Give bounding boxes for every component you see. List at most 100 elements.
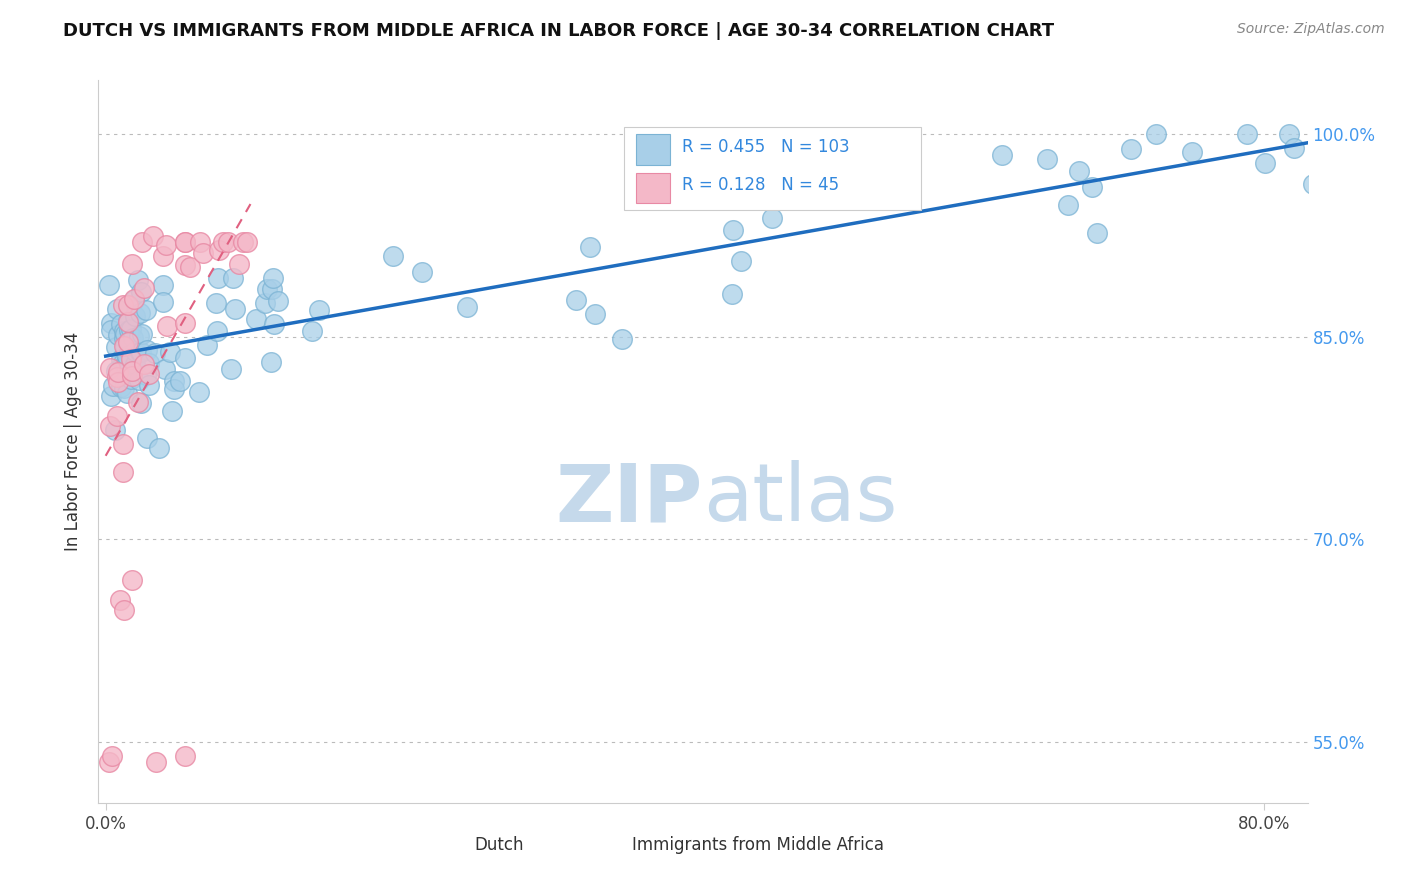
Point (124, 309, 146, 323)
Point (1085, 226, 1108, 240)
Point (212, 235, 235, 250)
Point (107, 328, 129, 343)
Point (117, 385, 139, 400)
Point (114, 339, 136, 353)
Point (173, 258, 195, 272)
Point (120, 372, 142, 386)
Point (195, 338, 218, 352)
Point (124, 357, 146, 371)
Point (100, 748, 122, 763)
Text: atlas: atlas (703, 460, 897, 539)
Point (179, 260, 201, 275)
Point (260, 355, 283, 369)
Point (114, 327, 136, 342)
Point (121, 364, 143, 378)
Text: R = 0.455   N = 103: R = 0.455 N = 103 (682, 137, 851, 155)
Point (174, 316, 197, 330)
Point (1144, 128, 1167, 142)
Point (205, 296, 228, 310)
Point (100, 389, 122, 403)
Point (188, 385, 211, 400)
Point (127, 394, 149, 409)
Point (138, 378, 160, 392)
Point (207, 243, 229, 257)
Point (254, 296, 277, 310)
Point (152, 295, 174, 310)
Point (262, 270, 284, 285)
Y-axis label: In Labor Force | Age 30-34: In Labor Force | Age 30-34 (65, 332, 83, 551)
Point (132, 357, 155, 371)
Point (579, 240, 602, 254)
Point (110, 317, 132, 331)
Point (1067, 164, 1090, 178)
FancyBboxPatch shape (600, 835, 621, 855)
Text: DUTCH VS IMMIGRANTS FROM MIDDLE AFRICA IN LABOR FORCE | AGE 30-34 CORRELATION CH: DUTCH VS IMMIGRANTS FROM MIDDLE AFRICA I… (63, 22, 1054, 40)
Point (188, 235, 211, 250)
Point (122, 293, 145, 307)
Point (115, 366, 138, 380)
Point (129, 395, 152, 409)
Point (117, 334, 139, 349)
Point (235, 235, 257, 250)
Point (1119, 142, 1142, 156)
Point (219, 362, 242, 376)
Point (114, 338, 136, 352)
Point (112, 356, 135, 370)
Point (761, 211, 783, 225)
Point (723, 222, 745, 236)
Point (128, 344, 150, 359)
Point (124, 359, 146, 373)
Point (112, 331, 135, 345)
FancyBboxPatch shape (443, 835, 465, 855)
Point (114, 324, 136, 338)
Point (129, 285, 152, 300)
Point (120, 352, 142, 367)
Point (143, 345, 166, 359)
Point (207, 324, 229, 338)
Point (1057, 197, 1080, 211)
Point (98, 756, 121, 770)
Point (217, 235, 239, 250)
Point (117, 314, 139, 328)
Point (104, 423, 127, 437)
Point (174, 235, 197, 250)
Point (115, 349, 138, 363)
Point (117, 315, 139, 329)
Point (121, 257, 143, 271)
Point (222, 271, 245, 285)
Point (612, 332, 634, 346)
Point (131, 345, 153, 359)
Point (160, 404, 183, 418)
Point (266, 294, 288, 309)
Text: Dutch: Dutch (474, 836, 524, 854)
Point (159, 345, 181, 359)
Point (112, 602, 135, 616)
Point (191, 245, 214, 260)
Point (1278, 128, 1301, 142)
Point (564, 293, 586, 307)
Point (128, 329, 150, 343)
Point (114, 358, 136, 372)
Point (121, 369, 143, 384)
Point (110, 593, 132, 607)
Point (308, 302, 330, 317)
Point (135, 368, 157, 382)
Point (107, 375, 129, 389)
Point (135, 302, 157, 317)
FancyBboxPatch shape (637, 135, 671, 165)
Point (129, 306, 152, 320)
Point (98, 419, 121, 434)
Point (1254, 155, 1277, 169)
Point (163, 382, 186, 396)
Point (156, 319, 179, 334)
Point (117, 323, 139, 337)
Point (155, 362, 177, 376)
Point (138, 356, 160, 370)
Point (120, 322, 142, 336)
Point (107, 365, 129, 379)
Text: R = 0.128   N = 45: R = 0.128 N = 45 (682, 176, 839, 194)
Point (730, 254, 752, 268)
Point (112, 381, 135, 395)
Point (124, 344, 146, 359)
Point (110, 380, 132, 394)
